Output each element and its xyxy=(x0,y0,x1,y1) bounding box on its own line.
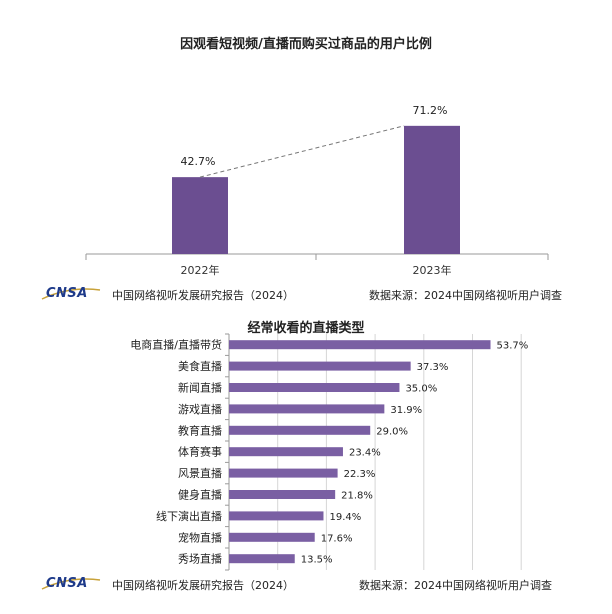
category-label: 健身直播 xyxy=(178,488,222,502)
data-source: 数据来源：2024中国网络视听用户调查 xyxy=(359,579,552,592)
bar-4 xyxy=(229,404,385,414)
report-name: 中国网络视听发展研究报告（2024） xyxy=(112,289,294,302)
bar-value-label: 19.4% xyxy=(329,512,361,523)
cnsa-logo: CNSA xyxy=(46,286,88,301)
category-label: 电商直播/直播带货 xyxy=(130,338,222,352)
category-label: 体育赛事 xyxy=(178,445,222,459)
category-label: 风景直播 xyxy=(178,466,222,480)
bar-11 xyxy=(229,554,295,564)
bar-1 xyxy=(172,177,228,254)
bar-2 xyxy=(229,361,411,371)
cnsa-logo-swoosh-icon xyxy=(41,578,101,590)
bar-value-label: 35.0% xyxy=(405,384,437,395)
x-tick-label: 2023年 xyxy=(413,263,452,277)
bar-value-label: 13.5% xyxy=(301,555,333,566)
bar-10 xyxy=(229,532,315,542)
category-label: 新闻直播 xyxy=(178,381,222,395)
cnsa-logo: CNSA xyxy=(46,576,88,591)
bar-2 xyxy=(404,125,460,254)
category-label: 美食直播 xyxy=(178,359,222,373)
chart2-title: 经常收看的直播类型 xyxy=(247,321,365,336)
category-label: 秀场直播 xyxy=(178,552,222,566)
bar-value-label: 53.7% xyxy=(497,341,529,352)
bar-7 xyxy=(229,468,338,478)
category-label: 游戏直播 xyxy=(178,402,222,416)
category-label: 教育直播 xyxy=(178,423,222,437)
trend-line xyxy=(199,125,405,178)
bar-value-label: 17.6% xyxy=(321,533,353,544)
bar-value-label: 21.8% xyxy=(341,491,373,502)
footer-top: CNSA 中国网络视听发展研究报告（2024） 数据来源：2024中国网络视听用… xyxy=(0,284,612,304)
cnsa-logo-swoosh-icon xyxy=(41,288,101,300)
x-tick-label: 2022年 xyxy=(181,263,220,277)
bar-8 xyxy=(229,490,336,499)
chart1-svg: 42.7% 2022年 71.2% 2023年 xyxy=(85,104,549,277)
bar-value-label: 37.3% xyxy=(417,362,449,373)
bar-value-label: 71.2% xyxy=(413,104,448,117)
bar-6 xyxy=(229,447,343,457)
bar-value-label: 31.9% xyxy=(390,405,422,416)
bar-3 xyxy=(229,383,400,392)
report-name: 中国网络视听发展研究报告（2024） xyxy=(112,579,294,592)
bar-5 xyxy=(229,425,371,435)
bar-value-label: 42.7% xyxy=(181,155,216,168)
chart1-title: 因观看短视频/直播而购买过商品的用户比例 xyxy=(180,37,432,52)
footer-bottom: CNSA 中国网络视听发展研究报告（2024） 数据来源：2024中国网络视听用… xyxy=(0,574,612,594)
data-source: 数据来源：2024中国网络视听用户调查 xyxy=(369,289,562,302)
bar-value-label: 23.4% xyxy=(349,448,381,459)
category-label: 线下演出直播 xyxy=(156,509,222,523)
bar-9 xyxy=(229,511,324,521)
bar-1 xyxy=(229,340,491,350)
bar-value-label: 29.0% xyxy=(376,426,408,437)
bar-value-label: 22.3% xyxy=(344,469,376,480)
category-label: 宠物直播 xyxy=(178,530,222,544)
